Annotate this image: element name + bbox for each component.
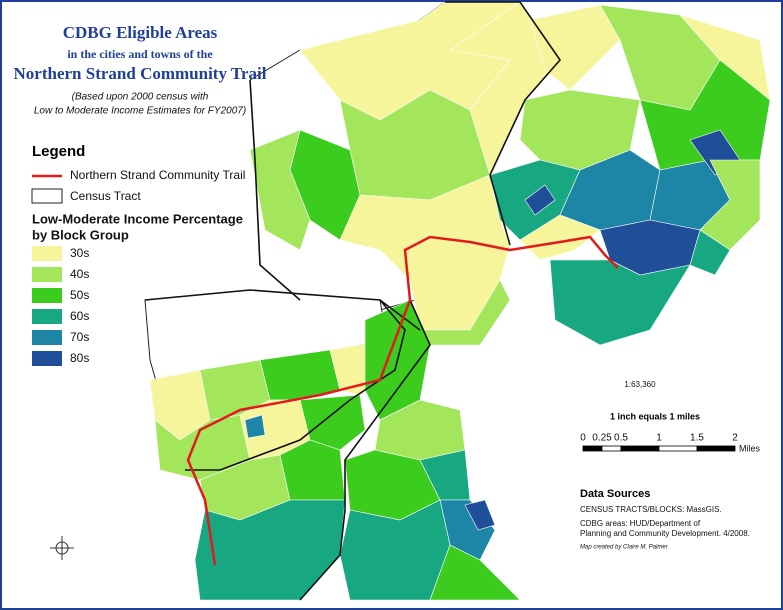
legend-label: 60s	[70, 309, 89, 323]
town-boundary	[185, 299, 406, 471]
title: in the cities and towns of the	[67, 47, 213, 61]
legend-swatch	[32, 309, 62, 324]
legend-swatch	[32, 288, 62, 303]
block-group	[464, 499, 496, 531]
sources-credit: Map created by Claire M. Palmer	[580, 545, 669, 551]
legend-swatch	[32, 267, 62, 282]
town-boundary	[445, 1, 562, 246]
town-boundary	[249, 79, 301, 301]
town-boundary	[144, 289, 421, 331]
legend-label: 50s	[70, 288, 89, 302]
scale-tick-label: 0.25	[592, 433, 612, 444]
scale-text: 1 inch equals 1 miles	[610, 411, 700, 421]
scale-tick-label: 0	[580, 433, 586, 444]
legend-label: 30s	[70, 246, 89, 260]
legend-label: Census Tract	[70, 189, 141, 203]
scale-segment	[582, 445, 603, 452]
town-boundary	[299, 299, 431, 601]
sources-title: Data Sources	[580, 488, 650, 500]
sources-text: CDBG areas: HUD/Department of	[580, 519, 701, 528]
sources-text: Planning and Community Development. 4/20…	[580, 529, 750, 538]
scale-unit: Miles	[739, 443, 761, 453]
legend-heading: by Block Group	[32, 227, 129, 242]
scale-segment	[620, 445, 660, 452]
legend-label: 70s	[70, 330, 89, 344]
town-boundaries	[144, 1, 562, 601]
compass	[50, 536, 74, 560]
legend-label: 40s	[70, 267, 89, 281]
legend-swatch	[32, 246, 62, 261]
block-group	[689, 229, 731, 276]
legend-label: 80s	[70, 351, 89, 365]
legend-label: Northern Strand Community Trail	[70, 168, 245, 182]
scale-segment	[601, 445, 622, 452]
legend-tract-swatch	[31, 188, 63, 204]
block-group	[429, 544, 521, 601]
scale-tick-label: 1.5	[690, 433, 704, 444]
block-group	[519, 214, 601, 261]
title: Northern Strand Community Trail	[14, 64, 267, 83]
trail	[186, 235, 619, 566]
scale-tick-label: 1	[656, 433, 662, 444]
sources-text: CENSUS TRACTS/BLOCKS: MassGIS.	[580, 505, 722, 514]
scale-segment	[696, 445, 736, 452]
legend-classes: 30s 40s 50s 60s 70s 80s	[32, 246, 89, 366]
block-group	[279, 439, 346, 501]
scale-segment	[658, 445, 698, 452]
subtitle: (Based upon 2000 census with	[72, 92, 209, 103]
block-group	[549, 259, 691, 346]
legend-heading: Low-Moderate Income Percentage	[32, 211, 243, 226]
scale-tick-label: 2	[732, 433, 738, 444]
block-groups	[149, 1, 771, 601]
legend-swatch	[32, 330, 62, 345]
subtitle: Low to Moderate Income Estimates for FY2…	[34, 106, 246, 117]
scale-tick-label: 0.5	[614, 433, 628, 444]
block-group	[524, 184, 556, 216]
legend-title: Legend	[32, 143, 85, 160]
block-group	[249, 129, 311, 251]
legend-swatch	[32, 351, 62, 366]
scale-ratio: 1:63,360	[624, 380, 656, 389]
title: CDBG Eligible Areas	[63, 23, 218, 42]
block-group	[244, 414, 266, 439]
